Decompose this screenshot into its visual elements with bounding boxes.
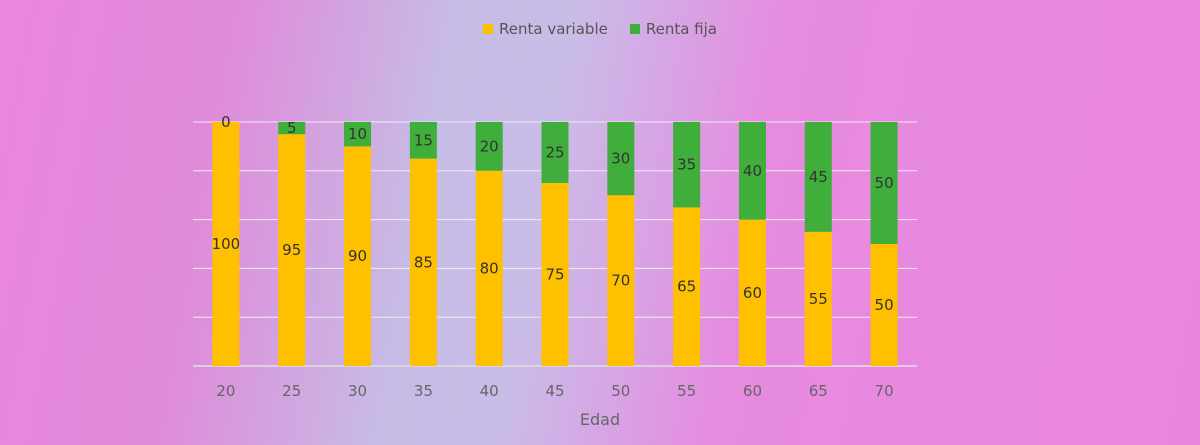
x-tick-label: 20: [216, 382, 235, 400]
data-label: 85: [414, 253, 433, 271]
x-tick-labels: 20 25 30 35 40 45 50 55 60 65 70: [216, 382, 893, 400]
data-label: 65: [677, 278, 696, 296]
bar-renta-variable: [212, 122, 240, 366]
data-label: 30: [611, 150, 630, 168]
data-label: 80: [480, 259, 499, 277]
bar-renta-variable: [673, 207, 701, 366]
data-label: 25: [545, 144, 564, 162]
x-tick-label: 40: [480, 382, 499, 400]
bar-renta-fija: [804, 122, 832, 232]
data-label: 10: [348, 125, 367, 143]
x-tick-label: 60: [743, 382, 762, 400]
bar-renta-variable: [409, 158, 437, 366]
data-label: 50: [875, 296, 894, 314]
x-tick-label: 55: [677, 382, 696, 400]
data-label: 40: [743, 162, 762, 180]
x-axis-title: Edad: [579, 410, 621, 429]
bar-renta-fija: [344, 122, 372, 147]
legend-swatch-renta-variable: [483, 24, 493, 34]
bar-renta-fija: [278, 122, 306, 135]
data-label: 60: [743, 284, 762, 302]
x-tick-label: 30: [348, 382, 367, 400]
data-label: 90: [348, 247, 367, 265]
bars: [212, 122, 898, 366]
x-tick-label: 25: [282, 382, 301, 400]
legend-item-renta-variable[interactable]: Renta variable: [483, 20, 608, 38]
bar-renta-variable: [278, 134, 306, 366]
x-tick-label: 50: [611, 382, 630, 400]
data-label: 75: [545, 266, 564, 284]
bar-renta-variable: [344, 146, 372, 366]
data-label: 35: [677, 156, 696, 174]
bar-renta-variable: [870, 244, 898, 366]
bar-renta-variable: [804, 231, 832, 366]
legend-label-renta-fija: Renta fija: [645, 20, 717, 38]
x-tick-label: 65: [809, 382, 828, 400]
data-label: 5: [287, 119, 297, 137]
legend-swatch-renta-fija: [629, 24, 640, 34]
bar-renta-variable: [738, 219, 766, 366]
chart-legend: Renta variable Renta fija: [0, 20, 1200, 38]
bar-renta-fija: [475, 122, 503, 171]
bar-renta-fija: [870, 122, 898, 244]
data-label: 95: [282, 241, 301, 259]
x-tick-label: 35: [414, 382, 433, 400]
data-label: 100: [212, 235, 241, 253]
data-label: 15: [414, 131, 433, 149]
legend-label-renta-variable: Renta variable: [499, 20, 608, 38]
data-labels: 100 0 95 5 90 10 85 15 80 20 75 25 70 30 65 35 60 40 55 45 5…: [212, 113, 894, 314]
bar-renta-fija: [673, 122, 701, 208]
bar-renta-variable: [541, 183, 569, 366]
bar-renta-fija: [409, 122, 437, 159]
x-tick-label: 45: [545, 382, 564, 400]
bar-renta-fija: [738, 122, 766, 220]
bar-renta-variable: [607, 195, 635, 366]
bar-renta-fija: [541, 122, 569, 183]
x-tick-label: 70: [875, 382, 894, 400]
bar-renta-fija: [607, 122, 635, 196]
data-label: 50: [875, 174, 894, 192]
data-label: 70: [611, 272, 630, 290]
legend-item-renta-fija[interactable]: Renta fija: [629, 20, 717, 38]
data-label: 55: [809, 290, 828, 308]
data-label: 20: [480, 137, 499, 155]
data-label: 45: [809, 168, 828, 186]
data-label: 0: [221, 113, 231, 131]
bar-renta-variable: [475, 170, 503, 366]
